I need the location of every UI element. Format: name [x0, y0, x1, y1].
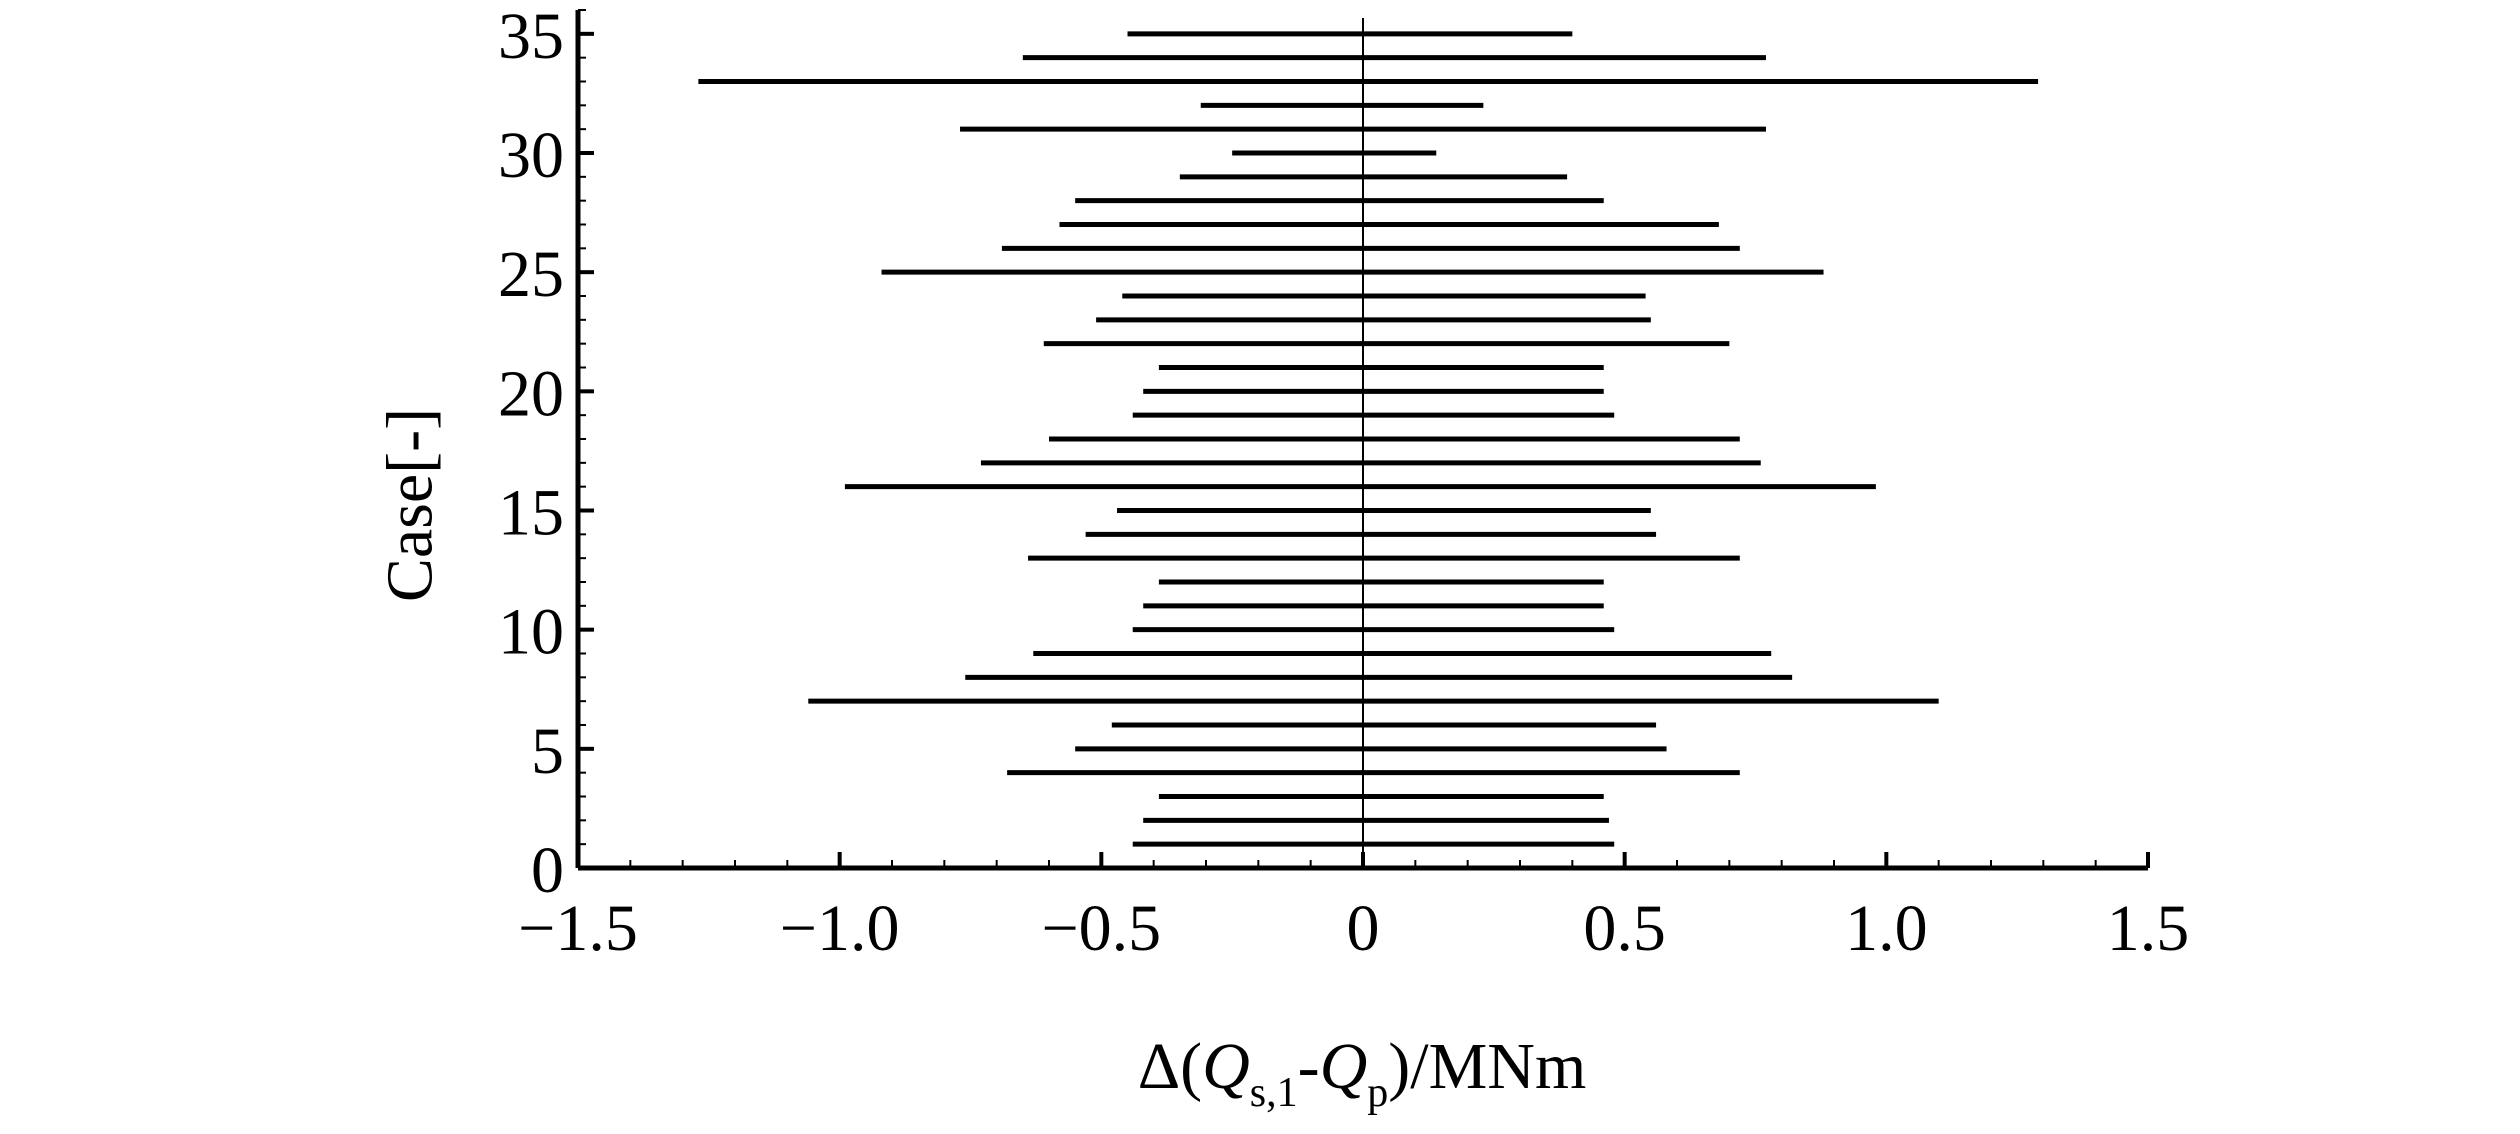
y-axis-title: Case[-] — [374, 408, 447, 602]
range-bars — [698, 31, 2039, 847]
x-tick-label: 1.0 — [1845, 892, 1928, 965]
x-tick-label: −1.0 — [780, 892, 900, 965]
x-tick-label: 0 — [1347, 892, 1380, 965]
y-tick-label: 25 — [498, 238, 564, 311]
y-tick-label: 0 — [531, 834, 564, 907]
y-axis-ticks: 0 5 10 15 20 25 30 35 — [498, 0, 594, 907]
x-tick-label: −1.5 — [518, 892, 638, 965]
x-axis-title: Δ(Qs,1-Qp)/MNm — [1138, 1030, 1587, 1116]
x-tick-label: 1.5 — [2107, 892, 2190, 965]
x-tick-label: −0.5 — [1041, 892, 1161, 965]
y-tick-label: 10 — [498, 596, 564, 669]
x-axis-ticks: −1.5 −1.0 −0.5 0 0.5 1.0 1.5 — [518, 852, 2189, 965]
y-tick-label: 35 — [498, 0, 564, 73]
y-tick-label: 20 — [498, 357, 564, 430]
y-tick-label: 30 — [498, 119, 564, 192]
x-tick-label: 0.5 — [1583, 892, 1666, 965]
y-tick-label: 5 — [531, 715, 564, 788]
y-tick-label: 15 — [498, 477, 564, 550]
